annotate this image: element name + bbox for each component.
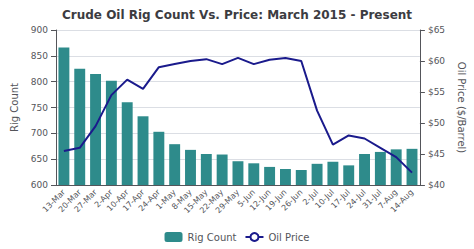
svg-text:12-Jun: 12-Jun <box>248 187 273 213</box>
svg-text:24-Apr: 24-Apr <box>136 187 162 214</box>
svg-text:600: 600 <box>31 180 48 190</box>
svg-text:$50: $50 <box>428 118 445 128</box>
svg-text:5-Jun: 5-Jun <box>235 187 257 209</box>
svg-text:850: 850 <box>31 51 48 61</box>
svg-text:$55: $55 <box>428 87 445 97</box>
svg-text:14-Aug: 14-Aug <box>389 188 415 214</box>
svg-text:1-May: 1-May <box>154 187 178 212</box>
svg-text:Rig Count: Rig Count <box>188 232 237 243</box>
svg-text:10-Apr: 10-Apr <box>105 187 131 214</box>
svg-text:22-May: 22-May <box>198 187 226 216</box>
svg-text:700: 700 <box>31 128 48 138</box>
svg-text:20-Mar: 20-Mar <box>56 187 83 215</box>
svg-text:27-Mar: 27-Mar <box>72 187 99 215</box>
svg-text:$65: $65 <box>428 25 445 35</box>
svg-text:26-Jun: 26-Jun <box>279 187 305 213</box>
svg-text:2-Apr: 2-Apr <box>92 187 115 210</box>
svg-text:Oil Price: Oil Price <box>268 232 309 243</box>
svg-text:31-Jul: 31-Jul <box>360 187 384 211</box>
svg-text:8-May: 8-May <box>170 187 194 212</box>
svg-text:800: 800 <box>31 77 48 87</box>
svg-text:$60: $60 <box>428 56 445 66</box>
svg-text:17-Apr: 17-Apr <box>121 187 147 214</box>
svg-text:$40: $40 <box>428 180 445 190</box>
svg-text:29-May: 29-May <box>213 187 242 216</box>
svg-text:Oil Price ($/Barrel): Oil Price ($/Barrel) <box>456 62 467 154</box>
svg-text:Crude Oil Rig Count Vs. Price:: Crude Oil Rig Count Vs. Price: March 201… <box>62 8 412 22</box>
svg-text:15-May: 15-May <box>182 187 210 216</box>
svg-text:24-Jul: 24-Jul <box>345 187 368 211</box>
svg-text:13-Mar: 13-Mar <box>40 187 68 215</box>
svg-text:Rig Count: Rig Count <box>9 83 20 132</box>
svg-text:10-Jul: 10-Jul <box>313 187 337 211</box>
svg-text:17-Jul: 17-Jul <box>329 187 352 211</box>
svg-text:7-Aug: 7-Aug <box>376 187 400 211</box>
svg-text:19-Jun: 19-Jun <box>263 187 289 213</box>
svg-text:750: 750 <box>31 103 48 113</box>
svg-text:2-Jul: 2-Jul <box>301 187 321 207</box>
svg-text:$45: $45 <box>428 149 445 159</box>
svg-text:900: 900 <box>31 25 48 35</box>
svg-text:650: 650 <box>31 154 48 164</box>
